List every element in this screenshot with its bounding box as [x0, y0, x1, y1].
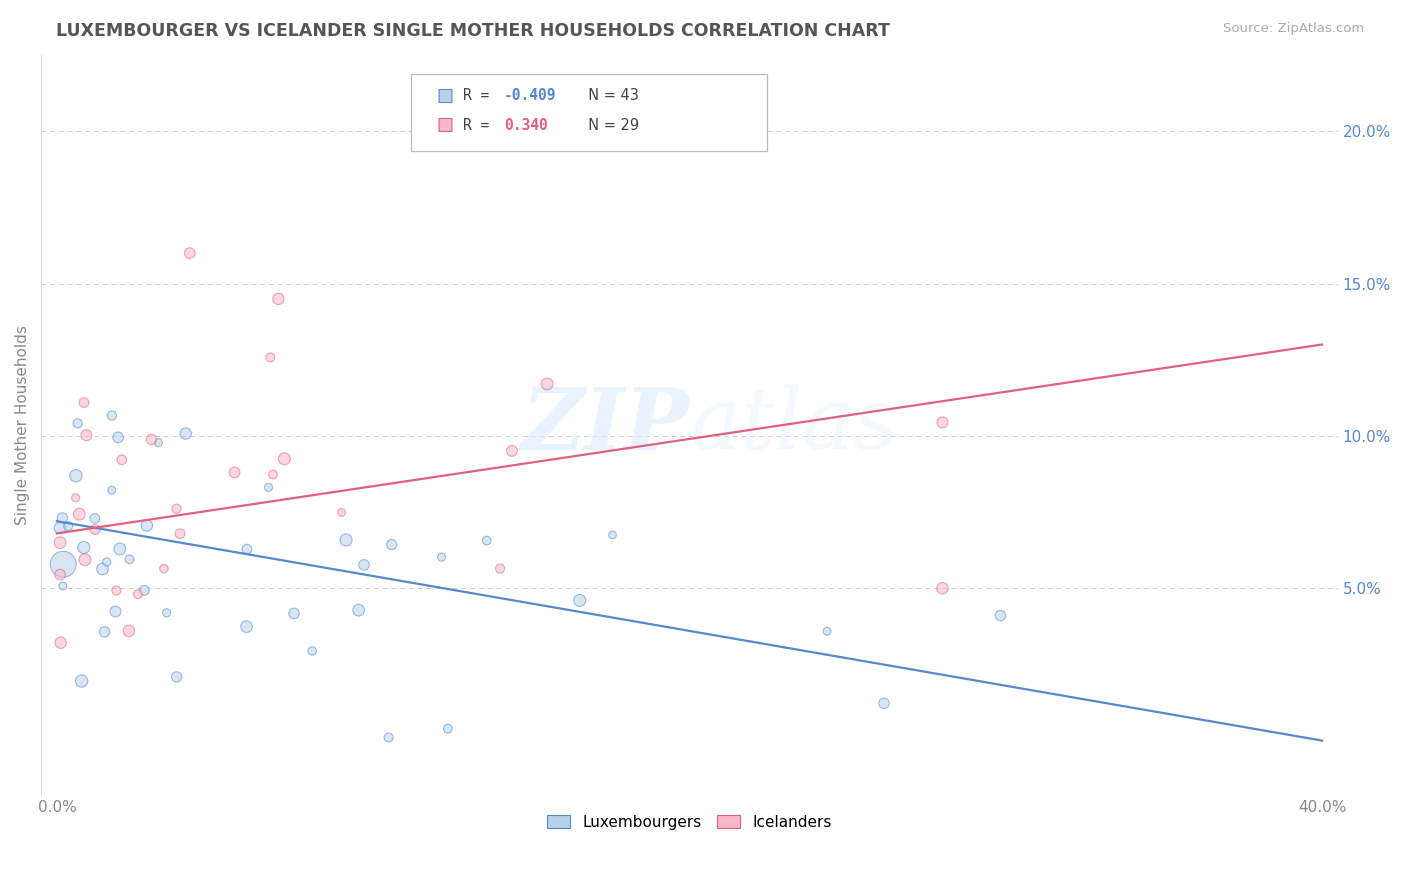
Text: LUXEMBOURGER VS ICELANDER SINGLE MOTHER HOUSEHOLDS CORRELATION CHART: LUXEMBOURGER VS ICELANDER SINGLE MOTHER …: [56, 22, 890, 40]
Point: [536, 376, 558, 391]
Text: R =: R =: [463, 118, 506, 133]
Point: [267, 292, 290, 306]
Point: [236, 542, 259, 557]
Point: [75, 428, 97, 442]
Point: [437, 722, 460, 736]
Point: [153, 561, 176, 575]
Text: -0.409: -0.409: [503, 88, 557, 103]
Point: [67, 507, 90, 521]
Point: [70, 673, 93, 688]
Text: ■: ■: [437, 117, 454, 135]
Point: [166, 670, 188, 684]
Point: [489, 561, 512, 575]
Point: [83, 511, 105, 525]
Point: [100, 483, 122, 497]
Point: [148, 435, 170, 450]
Point: [990, 608, 1012, 623]
Point: [65, 491, 87, 505]
Text: Source: ZipAtlas.com: Source: ZipAtlas.com: [1223, 22, 1364, 36]
Point: [104, 605, 127, 619]
Point: [257, 480, 280, 494]
Point: [135, 518, 157, 533]
Point: [381, 537, 404, 551]
Point: [259, 351, 281, 365]
Text: R =: R =: [463, 88, 498, 103]
Point: [283, 607, 305, 621]
Point: [501, 443, 523, 458]
Point: [118, 552, 141, 566]
Point: [52, 579, 75, 593]
Point: [108, 541, 131, 556]
Point: [931, 416, 953, 430]
Point: [91, 562, 114, 576]
Point: [931, 581, 953, 595]
Point: [101, 409, 124, 423]
Point: [815, 624, 838, 639]
Point: [49, 521, 72, 535]
Point: [377, 731, 399, 745]
Y-axis label: Single Mother Households: Single Mother Households: [15, 326, 30, 525]
Point: [73, 552, 96, 566]
Point: [174, 426, 197, 441]
Point: [347, 603, 370, 617]
Point: [93, 624, 115, 639]
Point: [602, 528, 624, 542]
Point: [96, 555, 118, 569]
Point: [169, 526, 191, 541]
Text: 0.340: 0.340: [503, 118, 548, 133]
Point: [873, 697, 896, 711]
Point: [430, 550, 453, 565]
Point: [107, 430, 129, 444]
Text: ZIP: ZIP: [522, 384, 689, 467]
Point: [224, 466, 246, 480]
Point: [156, 606, 179, 620]
Point: [475, 533, 498, 548]
Text: ■: ■: [437, 87, 454, 105]
Point: [330, 506, 353, 520]
FancyBboxPatch shape: [411, 74, 768, 152]
Point: [262, 467, 284, 482]
Text: atlas: atlas: [689, 384, 898, 467]
Point: [73, 395, 96, 409]
Point: [273, 451, 295, 466]
Point: [65, 468, 87, 483]
Point: [84, 523, 107, 537]
Point: [58, 519, 80, 533]
Point: [118, 624, 141, 638]
Point: [134, 583, 156, 598]
Point: [141, 433, 163, 447]
Point: [111, 453, 134, 467]
Point: [335, 533, 357, 547]
Point: [49, 567, 72, 582]
Legend: Luxembourgers, Icelanders: Luxembourgers, Icelanders: [541, 808, 838, 836]
Point: [52, 558, 75, 572]
Point: [568, 593, 591, 607]
Point: [66, 417, 89, 431]
Point: [49, 636, 72, 650]
Point: [301, 644, 323, 658]
Point: [166, 501, 188, 516]
Point: [353, 558, 375, 572]
Point: [49, 535, 72, 549]
Text: N = 43: N = 43: [579, 88, 640, 103]
Point: [127, 587, 149, 601]
Point: [51, 511, 73, 525]
Text: □: □: [437, 87, 454, 105]
Point: [179, 246, 201, 260]
Text: N = 29: N = 29: [579, 118, 640, 133]
Point: [235, 619, 257, 633]
Point: [105, 583, 128, 598]
Point: [73, 541, 96, 555]
Text: □: □: [437, 117, 454, 135]
